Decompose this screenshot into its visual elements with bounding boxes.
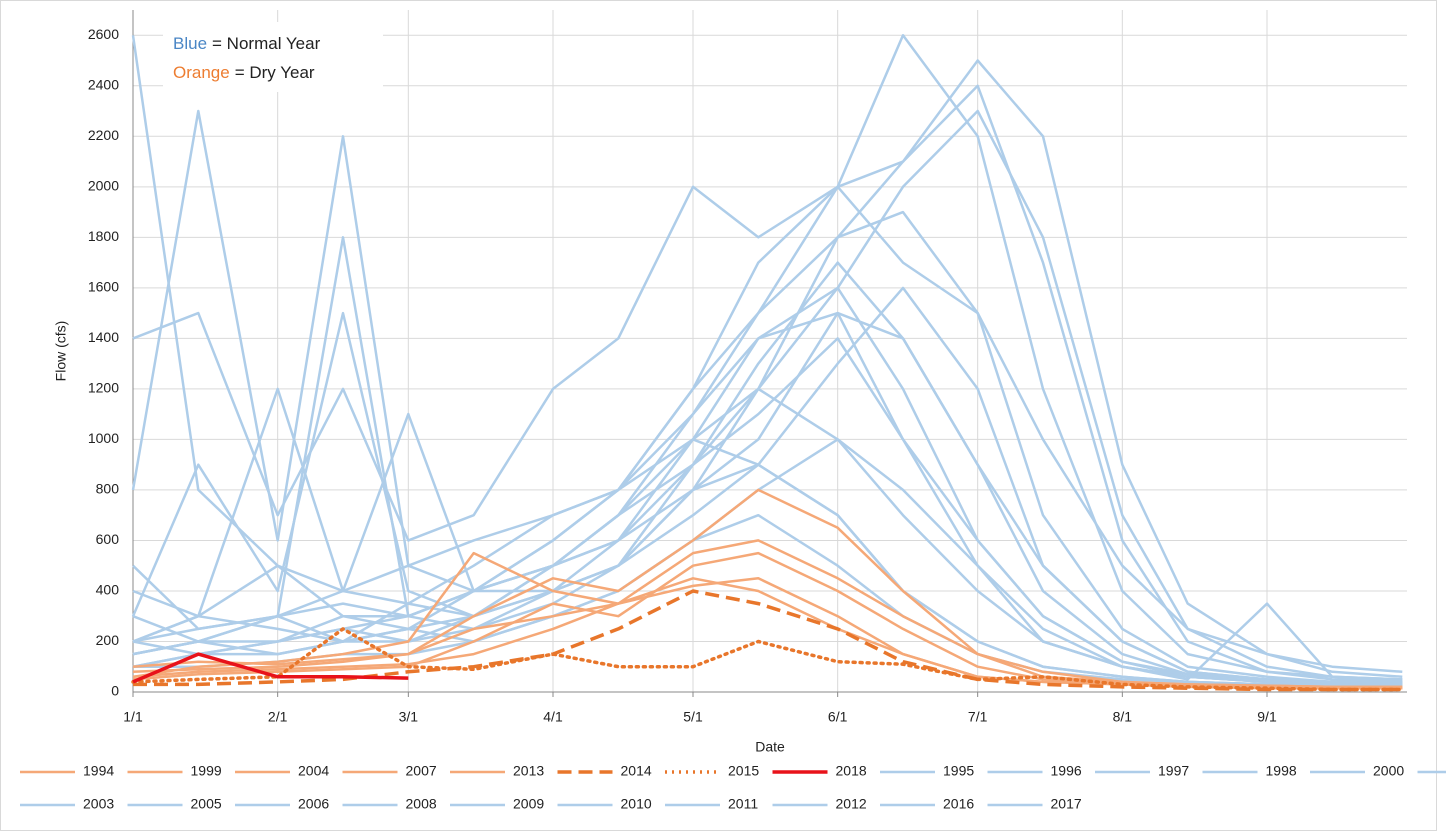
- legend-label: 2011: [728, 796, 758, 812]
- legend-label: 2015: [728, 763, 759, 779]
- y-tick-label: 0: [111, 683, 119, 699]
- series-line: [132, 463, 1403, 687]
- series-line: [131, 34, 1403, 681]
- y-tick-label: 2200: [88, 127, 119, 143]
- annotation-text: = Normal Year: [212, 34, 321, 53]
- legend-label: 2016: [943, 796, 974, 812]
- legend-label: 2014: [621, 763, 652, 779]
- series-line: [131, 627, 1405, 692]
- legend-label: 1996: [1051, 763, 1082, 779]
- legend-label: 1999: [191, 763, 222, 779]
- x-tick-label: 7/1: [968, 709, 988, 725]
- x-tick-label: 9/1: [1257, 709, 1277, 725]
- annotation-box: [163, 22, 383, 92]
- series-line: [132, 185, 1403, 674]
- series-line: [132, 652, 409, 684]
- legend-label: 2013: [513, 763, 544, 779]
- series-line: [132, 311, 1403, 686]
- y-tick-label: 1600: [88, 279, 119, 295]
- legend-label: 1995: [943, 763, 974, 779]
- x-tick-label: 4/1: [543, 709, 563, 725]
- y-tick-label: 2000: [88, 178, 119, 194]
- y-tick-label: 1800: [88, 228, 119, 244]
- series-line: [132, 261, 1403, 685]
- x-tick-label: 3/1: [399, 709, 419, 725]
- series-line: [132, 539, 1403, 689]
- annotation: Orange = Dry Year: [173, 63, 315, 82]
- legend-label: 1997: [1158, 763, 1189, 779]
- legend-label: 1998: [1266, 763, 1297, 779]
- legend-label: 2004: [298, 763, 329, 779]
- y-tick-label: 2600: [88, 26, 119, 42]
- series-line: [133, 589, 1403, 692]
- x-tick-label: 8/1: [1113, 709, 1133, 725]
- y-axis-title: Flow (cfs): [53, 321, 69, 382]
- legend-label: 2010: [621, 796, 652, 812]
- x-tick-label: 5/1: [683, 709, 703, 725]
- y-tick-label: 600: [96, 531, 120, 547]
- legend-label: 2009: [513, 796, 544, 812]
- y-tick-label: 2400: [88, 76, 119, 92]
- legend-label: 2007: [406, 763, 437, 779]
- y-tick-label: 400: [96, 582, 120, 598]
- x-axis-title: Date: [755, 739, 785, 755]
- series-line: [132, 387, 1403, 684]
- legend-label: 2000: [1373, 763, 1404, 779]
- legend-label: 2017: [1051, 796, 1082, 812]
- legend-label: 1994: [83, 763, 114, 779]
- x-tick-label: 2/1: [268, 709, 288, 725]
- y-tick-label: 800: [96, 481, 120, 497]
- legend-label: 2003: [83, 796, 114, 812]
- y-tick-label: 1400: [88, 329, 119, 345]
- legend-label: 2005: [191, 796, 222, 812]
- x-tick-label: 1/1: [123, 709, 143, 725]
- legend-label: 2012: [836, 796, 867, 812]
- y-tick-label: 1000: [88, 430, 119, 446]
- annotation-highlight: Blue: [173, 34, 207, 53]
- legend-label: 2008: [406, 796, 437, 812]
- y-tick-label: 1200: [88, 380, 119, 396]
- annotation-highlight: Orange: [173, 63, 230, 82]
- x-tick-label: 6/1: [828, 709, 848, 725]
- annotation-text: = Dry Year: [235, 63, 315, 82]
- legend-label: 2006: [298, 796, 329, 812]
- annotation: Blue = Normal Year: [173, 34, 321, 53]
- y-tick-label: 200: [96, 632, 120, 648]
- legend-label: 2018: [836, 763, 867, 779]
